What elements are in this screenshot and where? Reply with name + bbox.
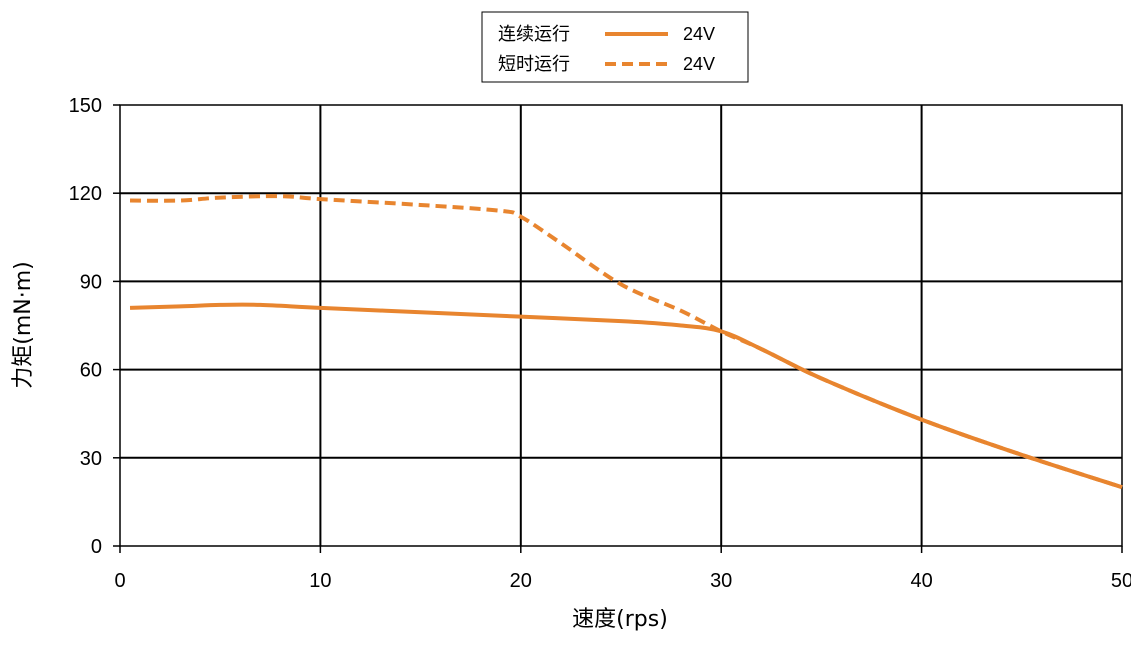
tick-labels: 0 30 60 90 120 150 0 10 20 30 40 50	[69, 95, 1131, 592]
series-continuous-24v	[129, 302, 1123, 490]
x-axis-title: 速度(rps)	[572, 607, 668, 632]
y-tick-label-120: 120	[69, 183, 102, 205]
legend-value-short-term: 24V	[683, 54, 715, 74]
y-tick-label-30: 30	[80, 448, 102, 470]
x-tick-label-40: 40	[910, 570, 932, 592]
y-tick-label-60: 60	[80, 360, 102, 382]
y-tick-label-0: 0	[91, 536, 102, 558]
x-tick-label-0: 0	[114, 570, 125, 592]
x-tick-label-10: 10	[309, 570, 331, 592]
plot-area-frame	[119, 104, 1123, 547]
grid	[113, 104, 1123, 553]
x-tick-label-20: 20	[510, 570, 532, 592]
series-short-term-24v	[130, 194, 1123, 490]
series-group	[129, 194, 1123, 490]
y-axis-title: 力矩(mN·m)	[11, 261, 36, 388]
legend-box	[481, 11, 749, 83]
legend-value-continuous: 24V	[683, 24, 715, 44]
legend: 连续运行 24V 短时运行 24V	[481, 11, 749, 83]
y-tick-label-90: 90	[80, 271, 102, 293]
x-tick-label-30: 30	[710, 570, 732, 592]
legend-label-continuous: 连续运行	[498, 24, 570, 45]
legend-label-short-term: 短时运行	[498, 54, 570, 75]
y-tick-label-150: 150	[69, 95, 102, 117]
x-tick-label-50: 50	[1111, 570, 1131, 592]
